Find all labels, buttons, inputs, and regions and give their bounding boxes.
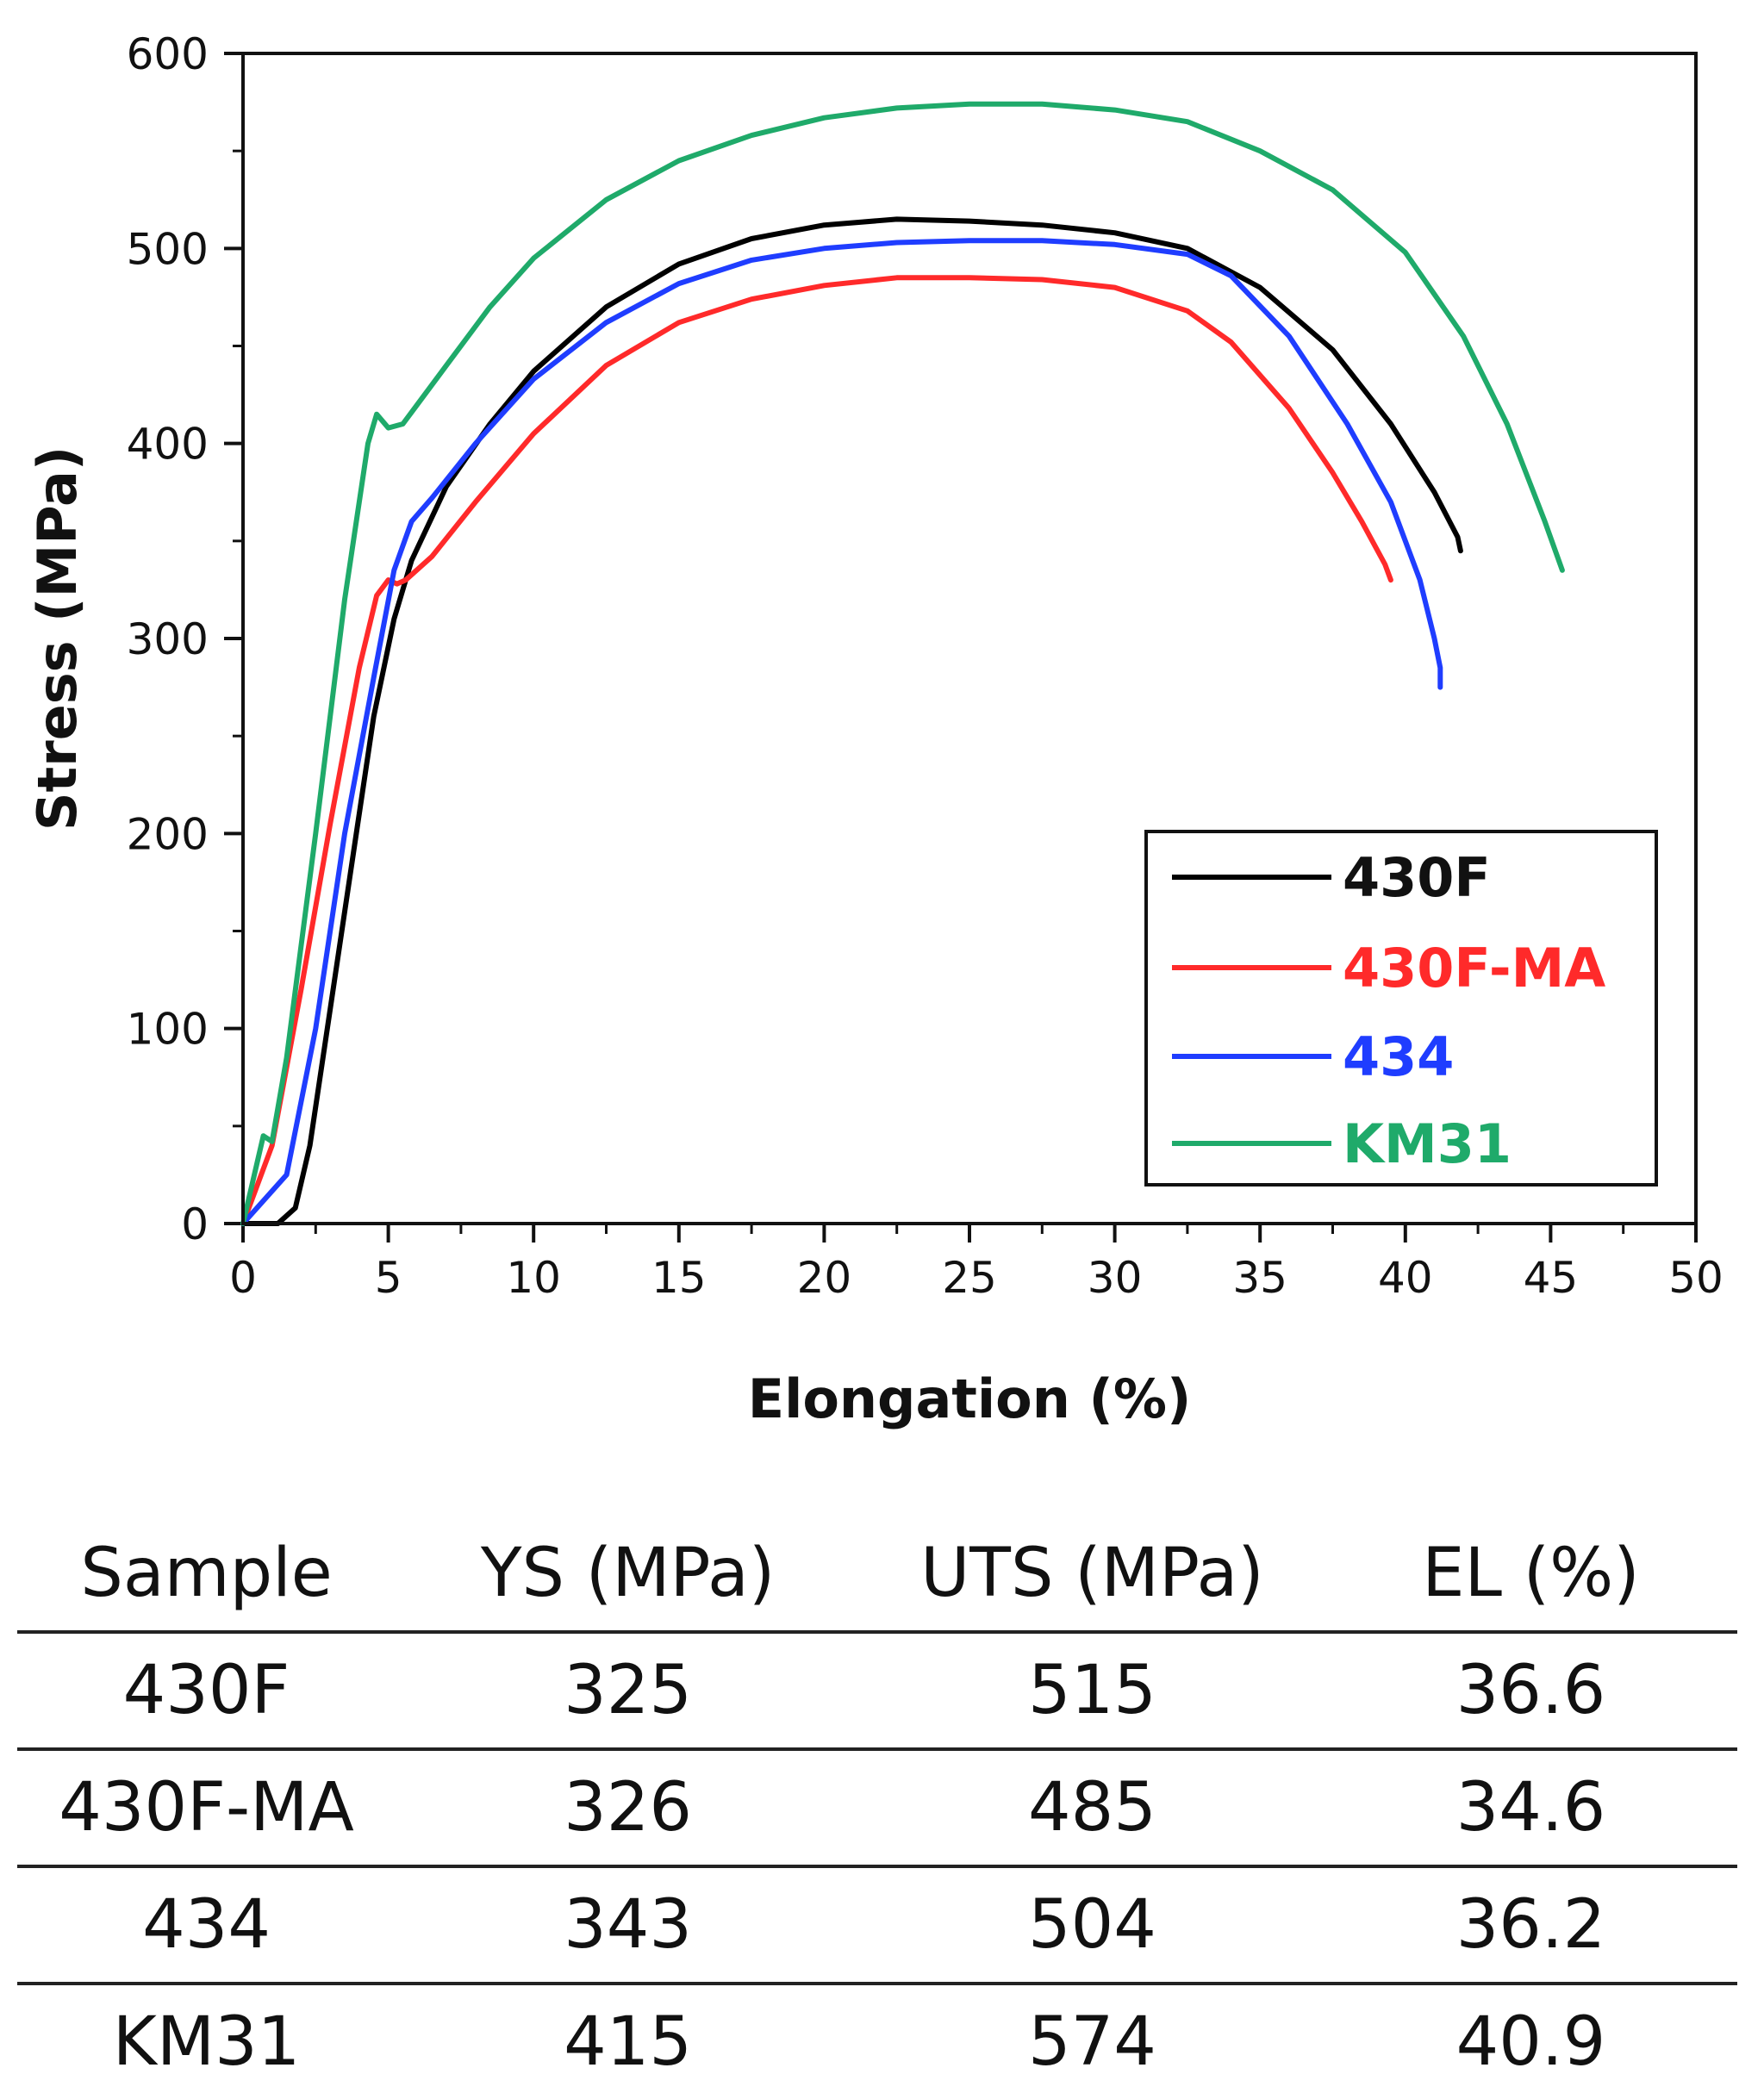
y-axis-title: Stress (MPa) xyxy=(26,446,89,831)
cell-el: 36.2 xyxy=(1324,1866,1737,1985)
legend-label-KM31: KM31 xyxy=(1343,1112,1512,1175)
table-header-row: Sample YS (MPa) UTS (MPa) EL (%) xyxy=(17,1517,1737,1634)
cell-uts: 515 xyxy=(860,1632,1325,1751)
header-sample: Sample xyxy=(17,1517,396,1634)
y-tick-label: 400 xyxy=(127,420,209,470)
header-ys: YS (MPa) xyxy=(396,1517,861,1634)
series-line-KM31 xyxy=(240,101,1565,1226)
cell-uts: 485 xyxy=(860,1749,1325,1868)
y-tick-label: 0 xyxy=(181,1199,209,1249)
table-row: 434 343 504 36.2 xyxy=(17,1866,1737,1985)
x-tick-label: 5 xyxy=(375,1253,402,1303)
series-line-430F xyxy=(240,216,1463,1226)
x-tick-label: 10 xyxy=(506,1253,561,1303)
series-line-430F-MA xyxy=(240,275,1393,1226)
header-uts: UTS (MPa) xyxy=(860,1517,1325,1634)
table-row: 430F-MA 326 485 34.6 xyxy=(17,1749,1737,1868)
stress-strain-chart: 0 5 10 15 20 25 30 35 40 45 50 0 100 200 300 400 500 600… xyxy=(26,29,1723,1430)
x-tick-label: 0 xyxy=(229,1253,257,1303)
series-lines xyxy=(240,101,1565,1226)
x-tick-label: 50 xyxy=(1668,1253,1723,1303)
cell-ys: 343 xyxy=(396,1866,861,1985)
table-row: 430F 325 515 36.6 xyxy=(17,1632,1737,1751)
cell-el: 34.6 xyxy=(1324,1749,1737,1868)
properties-table: Sample YS (MPa) UTS (MPa) EL (%) 430F 32… xyxy=(17,1517,1737,2099)
y-tick-label: 100 xyxy=(127,1005,209,1055)
x-tick-label: 25 xyxy=(942,1253,997,1303)
table-row: KM31 415 574 40.9 xyxy=(17,1984,1737,2099)
x-tick-label: 35 xyxy=(1232,1253,1287,1303)
y-tick-label: 600 xyxy=(127,29,209,79)
cell-el: 36.6 xyxy=(1324,1632,1737,1751)
series-line-434 xyxy=(240,238,1443,1226)
cell-sample: 430F xyxy=(17,1632,396,1751)
cell-uts: 504 xyxy=(860,1866,1325,1985)
y-tick-label: 300 xyxy=(127,614,209,664)
cell-sample: 434 xyxy=(17,1866,396,1985)
cell-uts: 574 xyxy=(1028,2003,1156,2081)
y-tick-label: 500 xyxy=(127,224,209,274)
cell-el: 40.9 xyxy=(1455,2003,1606,2081)
x-tick-label: 20 xyxy=(797,1253,852,1303)
legend-label-434: 434 xyxy=(1343,1025,1454,1088)
cell-ys: 415 xyxy=(564,2003,692,2081)
cell-ys: 326 xyxy=(396,1749,861,1868)
x-tick-label: 15 xyxy=(651,1253,707,1303)
legend-box xyxy=(1144,830,1658,1187)
cell-sample: 430F-MA xyxy=(17,1749,396,1868)
legend: 430F 430F-MA 434 KM31 xyxy=(1144,830,1658,1187)
legend-label-430F: 430F xyxy=(1343,846,1491,909)
x-tick-label: 30 xyxy=(1088,1253,1143,1303)
cell-ys: 325 xyxy=(396,1632,861,1751)
x-tick-label: 45 xyxy=(1524,1253,1579,1303)
x-tick-label: 40 xyxy=(1378,1253,1433,1303)
legend-label-430F-MA: 430F-MA xyxy=(1343,937,1605,1000)
header-el: EL (%) xyxy=(1324,1517,1737,1634)
y-tick-labels: 0 100 200 300 400 500 600 xyxy=(127,29,209,1249)
plot-frame xyxy=(241,52,1698,1225)
cell-sample: KM31 xyxy=(112,2003,301,2081)
x-axis-title: Elongation (%) xyxy=(748,1367,1192,1430)
x-tick-labels: 0 5 10 15 20 25 30 35 40 45 50 xyxy=(229,1253,1723,1303)
y-tick-label: 200 xyxy=(127,809,209,859)
